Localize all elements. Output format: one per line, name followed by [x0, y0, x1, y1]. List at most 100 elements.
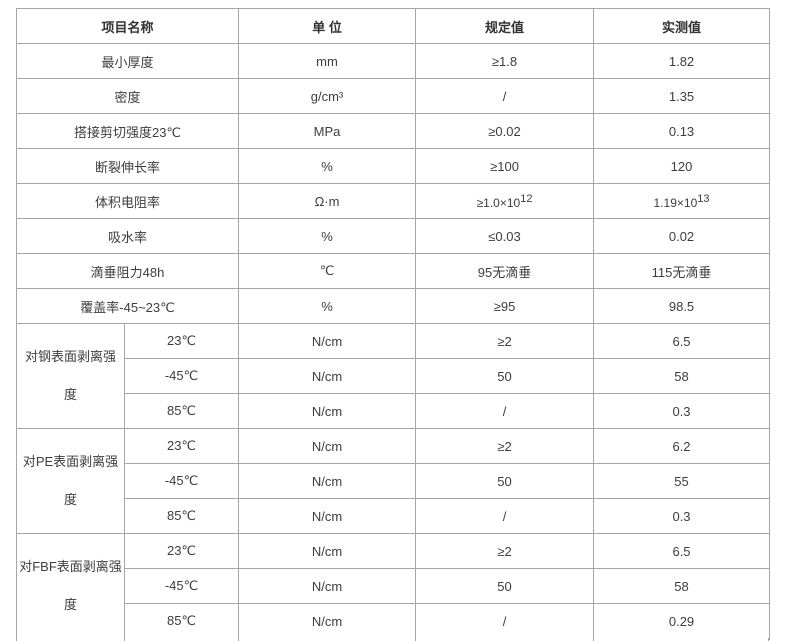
- table-row: 85℃ N/cm / 0.3: [17, 498, 771, 534]
- column-border-line: [415, 638, 416, 641]
- cell-spec: 50: [415, 463, 595, 499]
- cell-unit: mm: [238, 43, 417, 79]
- cell-actual: 115无滴垂: [593, 253, 771, 289]
- header-actual-value: 实测值: [593, 8, 771, 44]
- cell-temp: -45℃: [123, 568, 240, 604]
- cell-spec: ≥2: [415, 533, 595, 569]
- cell-spec: /: [415, 498, 595, 534]
- header-row: 项目名称 单 位 规定值 实测值: [15, 8, 771, 44]
- table-row: -45℃ N/cm 50 58: [17, 358, 771, 394]
- cell-unit: %: [238, 218, 417, 254]
- table-row: 对PE表面剥离强度 23℃ N/cm ≥2 6.2: [16, 428, 771, 534]
- cell-name: 覆盖率-45~23℃: [15, 288, 240, 324]
- spec-table: 项目名称 单 位 规定值 实测值 最小厚度 mm ≥1.8 1.82 密度 g/…: [15, 8, 771, 640]
- cell-temp: 23℃: [123, 323, 240, 359]
- cell-spec: ≥2: [415, 428, 595, 464]
- cell-actual: 1.82: [593, 43, 771, 79]
- cell-actual: 0.3: [593, 393, 771, 429]
- cell-actual: 0.02: [593, 218, 771, 254]
- column-border-line: [124, 638, 125, 641]
- cell-name: 滴垂阻力48h: [15, 253, 240, 289]
- table-row: 覆盖率-45~23℃ % ≥95 98.5: [15, 288, 771, 324]
- cell-name: 吸水率: [15, 218, 240, 254]
- cell-actual: 120: [593, 148, 771, 184]
- table-row: 85℃ N/cm / 0.3: [17, 393, 771, 429]
- cell-temp: 23℃: [123, 428, 240, 464]
- cell-temp: 85℃: [123, 603, 240, 640]
- cell-spec: 50: [415, 568, 595, 604]
- table-row: 对FBF表面剥离强度 23℃ N/cm ≥2 6.5: [16, 533, 771, 640]
- cell-unit: N/cm: [238, 463, 417, 499]
- cell-spec: ≥2: [415, 323, 595, 359]
- column-border-line: [238, 638, 239, 641]
- column-border-line: [593, 638, 594, 641]
- table-row: 最小厚度 mm ≥1.8 1.82: [15, 43, 771, 79]
- cell-unit: ℃: [238, 253, 417, 289]
- table-row: 吸水率 % ≤0.03 0.02: [15, 218, 771, 254]
- cell-unit: N/cm: [238, 603, 417, 640]
- cell-unit: N/cm: [238, 568, 417, 604]
- table-row: 对钢表面剥离强度 23℃ N/cm ≥2 6.5: [16, 323, 771, 429]
- cell-spec: ≥1.8: [415, 43, 595, 79]
- cell-unit: Ω·m: [238, 183, 417, 219]
- cell-temp: -45℃: [123, 463, 240, 499]
- cell-spec: 50: [415, 358, 595, 394]
- cell-name: 密度: [15, 78, 240, 114]
- cell-spec: ≤0.03: [415, 218, 595, 254]
- cell-unit: MPa: [238, 113, 417, 149]
- actual-base: 1.19×10: [653, 195, 698, 210]
- cell-actual: 6.5: [593, 323, 771, 359]
- cell-spec: ≥1.0×1012: [415, 183, 595, 219]
- table-row: 体积电阻率 Ω·m ≥1.0×1012 1.19×1013: [15, 183, 771, 219]
- group-label-pe: 对PE表面剥离强度: [16, 428, 125, 534]
- cell-spec: ≥95: [415, 288, 595, 324]
- next-row-sliver: [16, 638, 769, 641]
- cell-spec: 95无滴垂: [415, 253, 595, 289]
- cell-unit: %: [238, 288, 417, 324]
- cell-unit: N/cm: [238, 393, 417, 429]
- table-row: 85℃ N/cm / 0.29: [17, 603, 771, 640]
- cell-actual: 1.19×1013: [593, 183, 771, 219]
- cell-actual: 0.3: [593, 498, 771, 534]
- table-row: 搭接剪切强度23℃ MPa ≥0.02 0.13: [15, 113, 771, 149]
- table-row: 密度 g/cm³ / 1.35: [15, 78, 771, 114]
- header-item-name: 项目名称: [15, 8, 240, 44]
- column-border-line: [16, 638, 17, 641]
- actual-exponent: 13: [697, 192, 710, 205]
- cell-unit: N/cm: [238, 323, 417, 359]
- cell-actual: 0.29: [593, 603, 771, 640]
- table-row: -45℃ N/cm 50 58: [17, 568, 771, 604]
- cell-spec: ≥100: [415, 148, 595, 184]
- cell-temp: 23℃: [123, 533, 240, 569]
- table-row: 滴垂阻力48h ℃ 95无滴垂 115无滴垂: [15, 253, 771, 289]
- cell-name: 体积电阻率: [15, 183, 240, 219]
- cell-temp: 85℃: [123, 498, 240, 534]
- cell-temp: -45℃: [123, 358, 240, 394]
- cell-unit: g/cm³: [238, 78, 417, 114]
- cell-unit: %: [238, 148, 417, 184]
- spec-table-container: 项目名称 单 位 规定值 实测值 最小厚度 mm ≥1.8 1.82 密度 g/…: [15, 8, 771, 640]
- spec-base: ≥1.0×10: [476, 195, 521, 210]
- cell-actual: 1.35: [593, 78, 771, 114]
- cell-spec: /: [415, 393, 595, 429]
- table-row: -45℃ N/cm 50 55: [17, 463, 771, 499]
- cell-unit: N/cm: [238, 428, 417, 464]
- cell-unit: N/cm: [238, 533, 417, 569]
- cell-name: 最小厚度: [15, 43, 240, 79]
- column-border-line: [768, 638, 769, 641]
- cell-actual: 0.13: [593, 113, 771, 149]
- cell-actual: 6.2: [593, 428, 771, 464]
- group-label-fbf: 对FBF表面剥离强度: [16, 533, 125, 640]
- cell-spec: /: [415, 603, 595, 640]
- cell-spec: /: [415, 78, 595, 114]
- cell-name: 搭接剪切强度23℃: [15, 113, 240, 149]
- cell-actual: 98.5: [593, 288, 771, 324]
- group-label-steel: 对钢表面剥离强度: [16, 323, 125, 429]
- cell-actual: 55: [593, 463, 771, 499]
- cell-unit: N/cm: [238, 358, 417, 394]
- cell-spec: ≥0.02: [415, 113, 595, 149]
- cell-temp: 85℃: [123, 393, 240, 429]
- cell-actual: 6.5: [593, 533, 771, 569]
- cell-name: 断裂伸长率: [15, 148, 240, 184]
- table-row: 断裂伸长率 % ≥100 120: [15, 148, 771, 184]
